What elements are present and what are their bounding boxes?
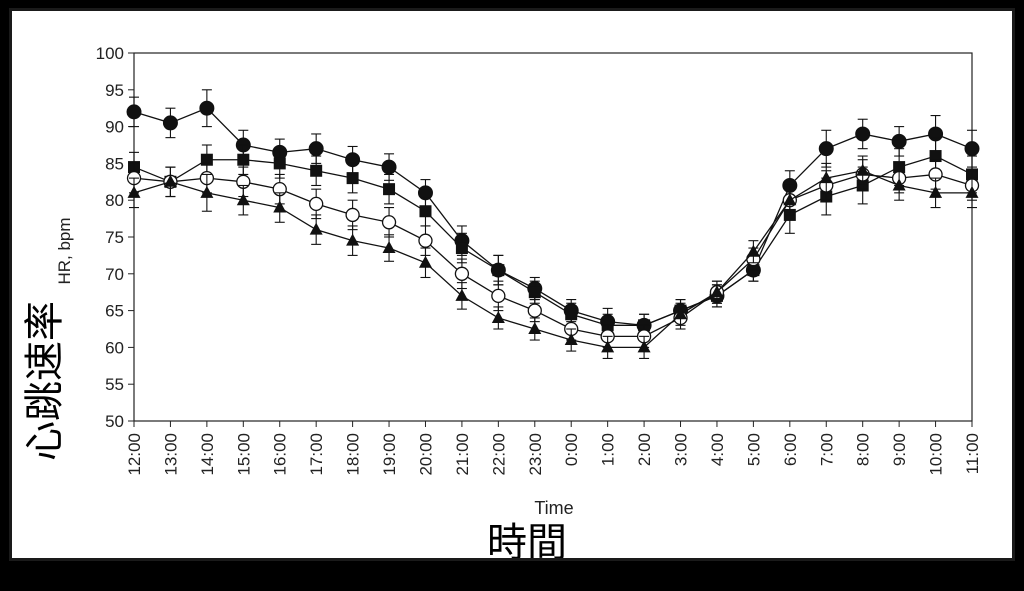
y-tick-label: 70 <box>105 265 124 284</box>
data-point <box>528 286 541 299</box>
data-point <box>455 242 468 255</box>
data-point <box>346 233 360 246</box>
data-point <box>309 196 324 212</box>
x-tick-label: 8:00 <box>854 433 873 466</box>
y-tick-label: 100 <box>96 44 124 63</box>
y-tick-label: 50 <box>105 412 124 431</box>
data-point <box>418 233 433 248</box>
data-point <box>345 207 360 223</box>
data-point <box>637 340 651 353</box>
x-tick-label: 6:00 <box>781 433 800 466</box>
series-line <box>133 173 973 338</box>
data-point <box>273 200 287 213</box>
data-point <box>381 159 397 175</box>
y-tick-label: 60 <box>105 338 124 357</box>
data-point <box>237 153 250 166</box>
data-point <box>200 185 214 198</box>
data-point <box>564 333 578 346</box>
line-chart: 50 55 60 65 70 75 80 85 90 95 100 12:00 13:00 14:00 15… <box>22 44 982 558</box>
data-point <box>929 150 942 163</box>
data-point <box>491 288 506 304</box>
x-tick-label: 7:00 <box>817 433 836 466</box>
series-line <box>133 170 972 349</box>
x-axis-label: Time <box>534 498 573 518</box>
x-tick-label: 20:00 <box>416 433 435 476</box>
data-point <box>199 100 215 116</box>
x-tick-label: 22:00 <box>489 433 508 476</box>
x-tick-label: 17:00 <box>307 433 326 476</box>
data-point <box>127 185 141 198</box>
data-point <box>929 185 943 198</box>
data-point <box>674 307 688 320</box>
y-tick-label: 85 <box>105 154 124 173</box>
x-tick-label: 9:00 <box>890 433 909 466</box>
data-point <box>892 178 906 191</box>
data-point <box>855 126 871 142</box>
data-point <box>200 153 213 166</box>
data-point <box>383 183 396 196</box>
x-tick-label: 11:00 <box>963 433 982 474</box>
chart-panel: 50 55 60 65 70 75 80 85 90 95 100 12:00 13:00 14:00 15… <box>9 8 1015 561</box>
x-tick-label: 13:00 <box>161 433 180 476</box>
data-point <box>818 141 834 157</box>
series-line <box>133 155 973 326</box>
data-point <box>783 193 797 206</box>
x-tick-label: 3:00 <box>672 433 691 466</box>
data-point <box>601 340 615 353</box>
data-point <box>964 141 980 157</box>
x-tick-label: 23:00 <box>526 433 545 476</box>
x-tick-label: 2:00 <box>635 433 654 466</box>
data-point <box>528 322 542 334</box>
y-tick-label: 75 <box>105 228 124 247</box>
x-tick-label: 15:00 <box>234 433 253 476</box>
x-tick-label: 18:00 <box>344 433 363 476</box>
data-point <box>308 141 324 157</box>
data-point <box>710 285 724 298</box>
x-tick-label: 5:00 <box>744 433 763 466</box>
x-tick-label: 12:00 <box>125 433 144 476</box>
x-tick-label: 1:00 <box>599 433 618 466</box>
x-tick-label: 0:00 <box>562 433 581 466</box>
y-tick-label: 95 <box>105 81 124 100</box>
data-point <box>527 303 542 318</box>
data-point <box>418 255 432 268</box>
y-axis-label-cjk: 心跳速率 <box>22 301 68 461</box>
x-tick-label: 19:00 <box>380 433 399 476</box>
x-tick-label: 4:00 <box>708 433 727 466</box>
data-point <box>565 308 578 321</box>
plot-area-frame <box>133 52 973 422</box>
data-point <box>162 115 178 131</box>
data-point <box>381 215 397 230</box>
data-point <box>965 185 979 198</box>
data-point <box>273 157 286 170</box>
y-tick-label: 90 <box>105 118 124 137</box>
x-tick-label: 14:00 <box>198 433 217 476</box>
data-point <box>492 264 505 277</box>
data-point <box>746 244 760 257</box>
x-axis-label-cjk: 時間 <box>487 520 567 558</box>
data-point <box>236 193 250 206</box>
data-point <box>382 241 396 254</box>
x-tick-label: 16:00 <box>271 433 290 476</box>
x-tick-label: 10:00 <box>927 433 946 476</box>
data-point <box>419 205 432 218</box>
y-axis-label: HR, bpm <box>55 217 74 284</box>
data-point <box>126 104 142 120</box>
data-point <box>163 174 177 187</box>
data-point <box>455 288 469 301</box>
y-tick-label: 55 <box>105 375 124 394</box>
data-point <box>454 266 470 281</box>
y-tick-label: 80 <box>105 191 124 210</box>
x-tick-label: 21:00 <box>453 433 472 476</box>
y-tick-label: 65 <box>105 302 124 321</box>
data-point <box>491 310 505 323</box>
data-point <box>891 133 907 149</box>
data-point <box>309 222 323 235</box>
data-point <box>346 172 359 185</box>
data-point <box>856 163 870 176</box>
data-point <box>819 171 833 184</box>
series-line <box>133 107 973 326</box>
data-point <box>310 164 323 177</box>
